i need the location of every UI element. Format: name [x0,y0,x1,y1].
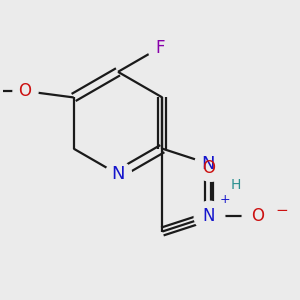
Text: O: O [251,208,264,226]
Text: F: F [155,38,165,56]
Text: −: − [275,202,288,217]
Text: H: H [230,178,241,192]
Text: N: N [202,208,215,226]
Text: +: + [220,193,231,206]
Text: O: O [202,159,215,177]
Text: N: N [202,155,215,173]
Text: N: N [111,165,125,183]
Text: O: O [19,82,32,100]
